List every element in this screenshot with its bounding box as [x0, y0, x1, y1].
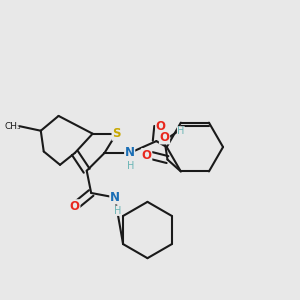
Text: H: H: [177, 126, 184, 136]
Text: H: H: [128, 161, 135, 171]
Text: S: S: [112, 127, 121, 140]
Text: N: N: [110, 191, 120, 204]
Text: O: O: [156, 120, 166, 133]
Text: O: O: [160, 131, 170, 144]
Text: O: O: [70, 200, 80, 213]
Text: N: N: [125, 146, 135, 160]
Text: H: H: [114, 206, 122, 216]
Text: CH₃: CH₃: [5, 122, 22, 131]
Text: O: O: [142, 148, 152, 162]
